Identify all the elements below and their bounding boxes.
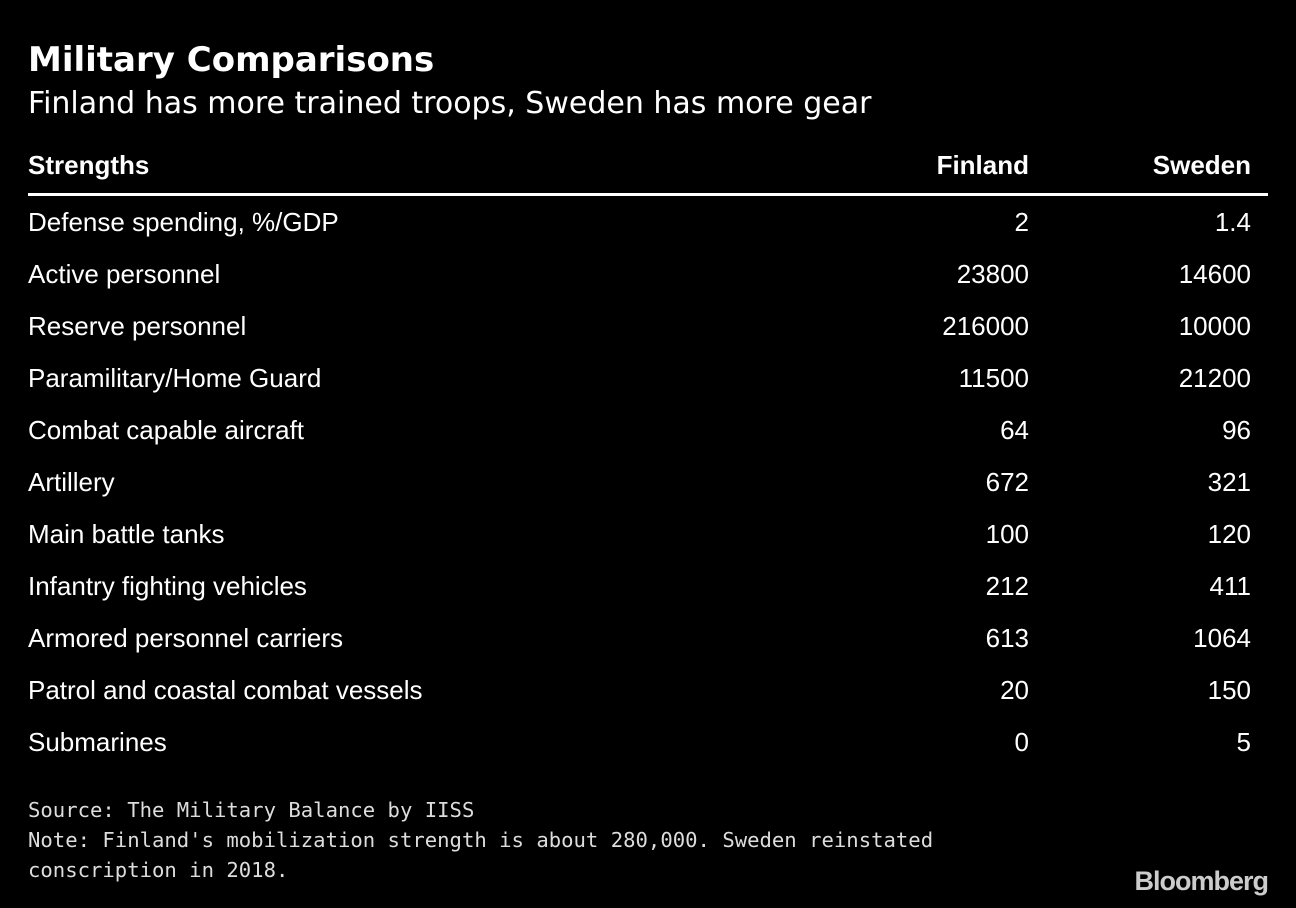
cell-value: 14600 bbox=[1178, 259, 1251, 289]
row-label: Submarines bbox=[28, 727, 167, 757]
subtitle: Finland has more trained troops, Sweden … bbox=[28, 86, 872, 121]
cell-value: 613 bbox=[985, 623, 1029, 653]
source: Source: The Military Balance by IISS bbox=[28, 798, 475, 822]
cell-value: 2 bbox=[1014, 207, 1029, 237]
cell-value: 20 bbox=[1000, 675, 1029, 705]
cell-value: 64 bbox=[1000, 415, 1029, 445]
footer: Source: The Military Balance by IISS Not… bbox=[28, 795, 958, 885]
cell-value: 1.4 bbox=[1214, 207, 1251, 237]
column-header: Strengths bbox=[28, 150, 150, 180]
row-label: Main battle tanks bbox=[28, 519, 225, 549]
row-label: Defense spending, %/GDP bbox=[28, 207, 339, 237]
row-label: Reserve personnel bbox=[28, 311, 247, 341]
cell-value: 672 bbox=[985, 467, 1029, 497]
row-label: Armored personnel carriers bbox=[28, 623, 344, 653]
cell-value: 96 bbox=[1222, 415, 1251, 445]
cell-value: 100 bbox=[985, 519, 1029, 549]
row-label: Combat capable aircraft bbox=[28, 415, 305, 445]
column-header: Sweden bbox=[1152, 150, 1251, 180]
logo: Bloomberg bbox=[1134, 866, 1269, 896]
cell-value: 21200 bbox=[1178, 363, 1251, 393]
column-header: Finland bbox=[936, 150, 1029, 180]
cell-value: 212 bbox=[985, 571, 1029, 601]
cell-value: 150 bbox=[1207, 675, 1251, 705]
cell-value: 216000 bbox=[942, 311, 1029, 341]
row-label: Patrol and coastal combat vessels bbox=[28, 675, 423, 705]
cell-value: 5 bbox=[1236, 727, 1251, 757]
cell-value: 321 bbox=[1207, 467, 1251, 497]
cell-value: 11500 bbox=[958, 363, 1029, 393]
cell-value: 0 bbox=[1014, 727, 1029, 757]
row-label: Paramilitary/Home Guard bbox=[28, 363, 322, 393]
row-label: Artillery bbox=[28, 467, 115, 497]
note: Note: Finland's mobilization strength is… bbox=[28, 828, 934, 882]
cell-value: 120 bbox=[1207, 519, 1251, 549]
header-rule bbox=[28, 193, 1268, 196]
title: Military Comparisons bbox=[28, 40, 435, 80]
cell-value: 1064 bbox=[1193, 623, 1251, 653]
cell-value: 411 bbox=[1209, 571, 1251, 601]
row-label: Infantry fighting vehicles bbox=[28, 571, 307, 601]
cell-value: 10000 bbox=[1178, 311, 1251, 341]
cell-value: 23800 bbox=[956, 259, 1029, 289]
row-label: Active personnel bbox=[28, 259, 221, 289]
